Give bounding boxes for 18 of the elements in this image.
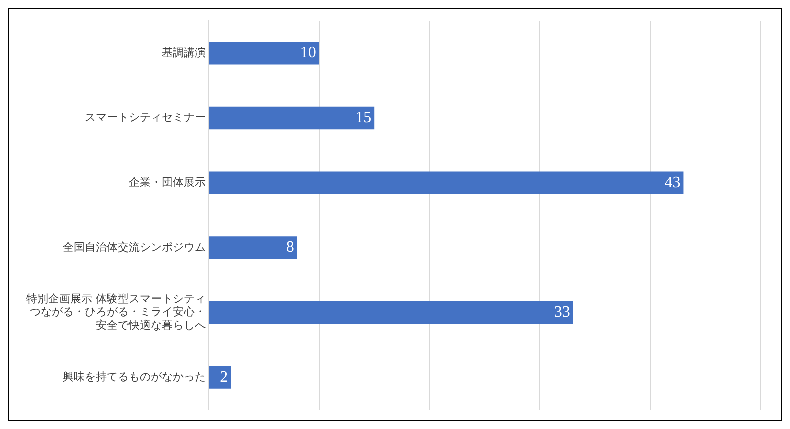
data-label: 43 — [664, 174, 681, 192]
bar — [210, 366, 232, 389]
bar — [210, 301, 574, 324]
data-label: 33 — [554, 304, 570, 321]
y-tick-label: スマートシティセミナー — [85, 111, 206, 124]
bar — [210, 236, 298, 260]
data-label: 2 — [220, 368, 228, 386]
y-tick-label: 基調講演 — [162, 46, 206, 60]
y-tick-label: 全国自治体交流シンポジウム — [63, 240, 206, 254]
bar — [210, 42, 320, 65]
y-tick-label: 興味を持てるものがなかった — [63, 370, 206, 384]
data-label: 8 — [286, 239, 294, 256]
y-tick-label: 企業・団体展示 — [129, 176, 206, 189]
bar — [210, 106, 375, 130]
data-label: 10 — [300, 44, 316, 62]
y-tick-label: 特別企画展示 体験型スマートシティつながる・ひろがる・ミライ安心・安全で快適な暮らしへ — [26, 292, 206, 332]
bar — [210, 172, 684, 194]
data-label: 15 — [356, 109, 372, 126]
